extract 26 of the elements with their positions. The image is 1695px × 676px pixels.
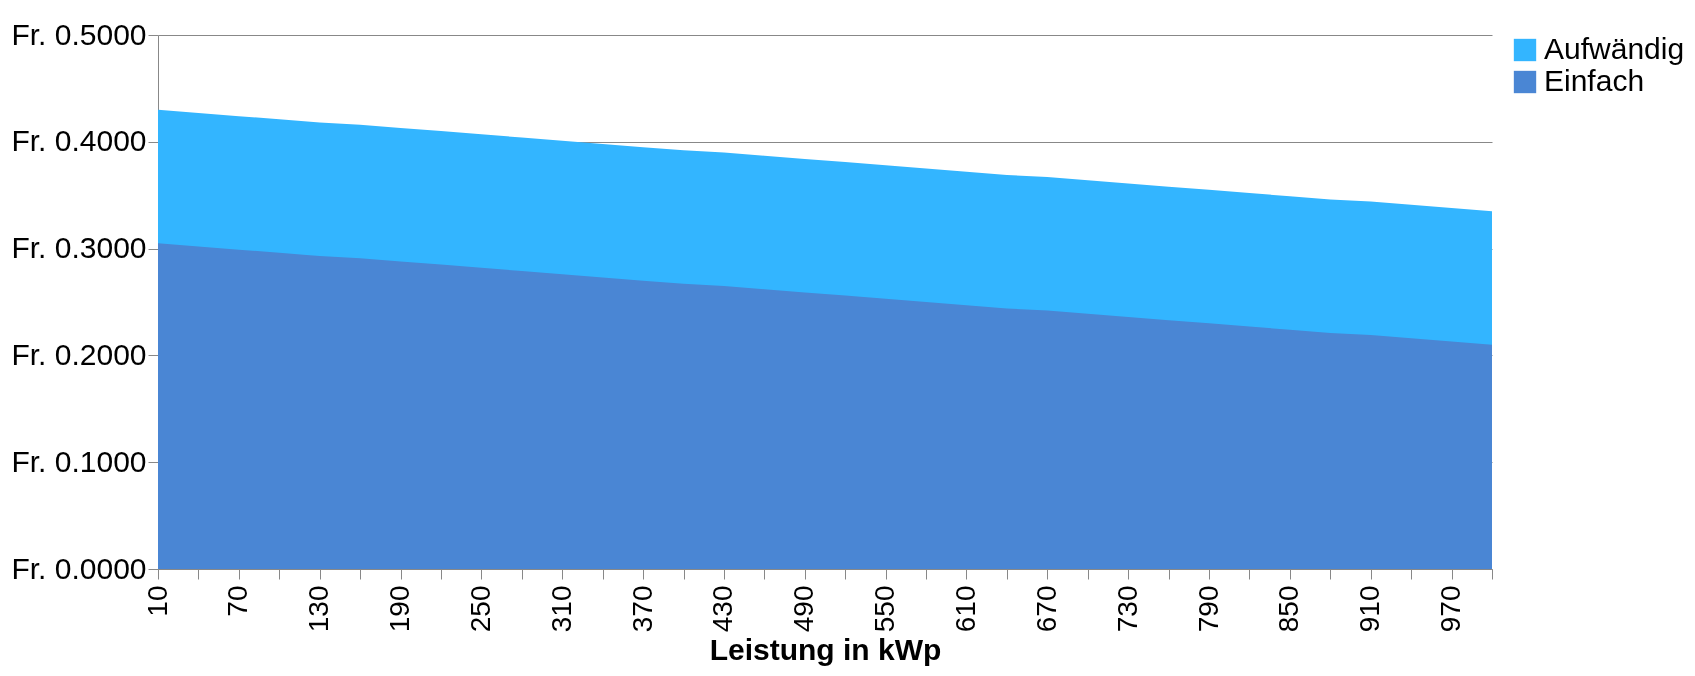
y-tick-label: Fr. 0.4000 [11, 124, 147, 158]
x-tick-label: 250 [464, 585, 496, 633]
legend-label: Aufwändig [1544, 32, 1685, 65]
y-tick-label: Fr. 0.2000 [11, 337, 147, 371]
x-tick-label: 430 [707, 585, 739, 633]
y-tick-label: Fr. 0.5000 [11, 17, 147, 51]
y-tick-label: Fr. 0.0000 [11, 551, 147, 585]
x-tick-label: 490 [788, 585, 820, 633]
x-tick-label: 10 [141, 585, 173, 617]
y-tick-label: Fr. 0.3000 [11, 231, 147, 265]
x-tick-label: 70 [222, 585, 254, 617]
x-tick-label: 730 [1111, 585, 1143, 633]
legend-label: Einfach [1544, 64, 1645, 97]
x-tick-label: 370 [626, 585, 658, 633]
x-tick-label: 970 [1435, 585, 1467, 633]
x-tick-label: 850 [1273, 585, 1305, 633]
x-tick-label: 610 [949, 585, 981, 633]
x-tick-label: 310 [545, 585, 577, 633]
x-tick-label: 790 [1192, 585, 1224, 633]
x-tick-label: 550 [869, 585, 901, 633]
x-tick-label: 910 [1354, 585, 1386, 633]
x-tick-label: 190 [384, 585, 416, 633]
x-tick-label: 130 [303, 585, 335, 633]
x-axis-title: Leistung in kWp [709, 633, 942, 667]
y-tick-label: Fr. 0.1000 [11, 444, 147, 478]
x-tick-label: 670 [1030, 585, 1062, 633]
